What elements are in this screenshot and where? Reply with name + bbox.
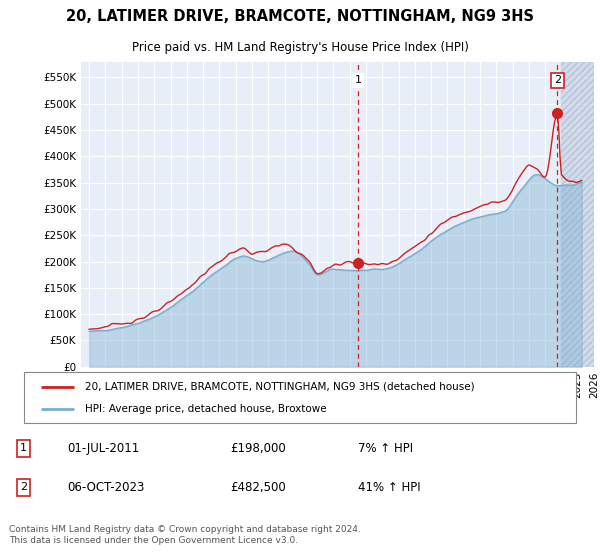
Text: 2: 2: [20, 482, 27, 492]
Text: Contains HM Land Registry data © Crown copyright and database right 2024.
This d: Contains HM Land Registry data © Crown c…: [9, 525, 361, 545]
Bar: [562, 62, 594, 367]
Text: Price paid vs. HM Land Registry's House Price Index (HPI): Price paid vs. HM Land Registry's House …: [131, 41, 469, 54]
Text: £482,500: £482,500: [230, 481, 286, 494]
FancyBboxPatch shape: [24, 372, 576, 423]
Text: HPI: Average price, detached house, Broxtowe: HPI: Average price, detached house, Brox…: [85, 404, 326, 414]
Text: 1: 1: [355, 76, 361, 85]
Text: 41% ↑ HPI: 41% ↑ HPI: [358, 481, 421, 494]
Text: 06-OCT-2023: 06-OCT-2023: [67, 481, 145, 494]
Text: 01-JUL-2011: 01-JUL-2011: [67, 442, 139, 455]
Text: 20, LATIMER DRIVE, BRAMCOTE, NOTTINGHAM, NG9 3HS (detached house): 20, LATIMER DRIVE, BRAMCOTE, NOTTINGHAM,…: [85, 381, 475, 391]
Text: 20, LATIMER DRIVE, BRAMCOTE, NOTTINGHAM, NG9 3HS: 20, LATIMER DRIVE, BRAMCOTE, NOTTINGHAM,…: [66, 9, 534, 24]
Text: £198,000: £198,000: [230, 442, 286, 455]
Text: 1: 1: [20, 444, 27, 454]
Text: 7% ↑ HPI: 7% ↑ HPI: [358, 442, 413, 455]
Text: 2: 2: [554, 76, 561, 85]
